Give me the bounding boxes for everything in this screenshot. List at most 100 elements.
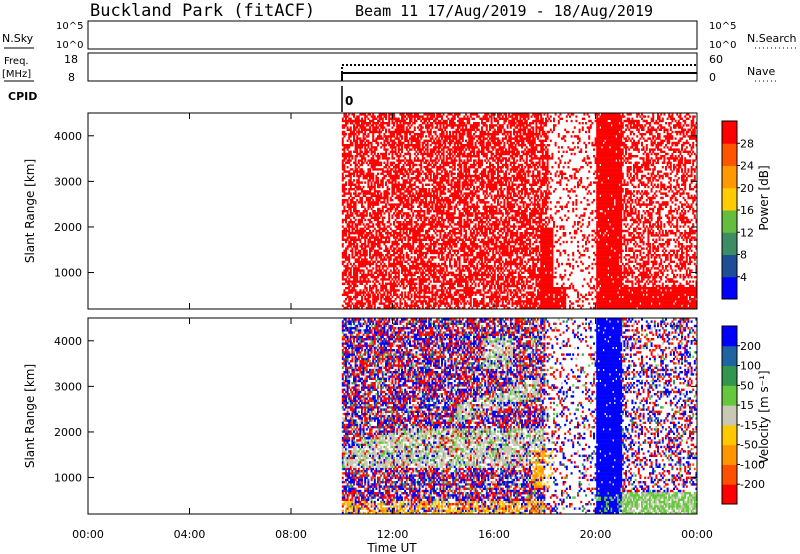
data-cell — [433, 199, 435, 201]
data-cell — [454, 230, 456, 232]
data-cell — [358, 184, 360, 186]
data-cell — [374, 261, 376, 263]
data-cell — [425, 199, 427, 201]
data-cell — [444, 206, 446, 208]
data-cell — [412, 201, 414, 203]
data-cell — [451, 157, 453, 159]
data-cell — [427, 146, 429, 148]
data-cell — [468, 236, 470, 238]
data-cell — [454, 115, 456, 117]
data-cell — [478, 232, 480, 234]
data-cell — [465, 126, 467, 128]
data-cell — [401, 146, 403, 148]
data-cell — [343, 206, 345, 208]
data-cell — [436, 234, 438, 236]
data-cell — [395, 278, 397, 280]
data-cell — [351, 247, 353, 249]
data-cell — [417, 157, 419, 159]
data-cell — [342, 179, 344, 181]
data-cell — [468, 188, 470, 190]
data-cell — [470, 272, 472, 274]
data-cell — [387, 137, 389, 139]
data-cell — [363, 186, 365, 188]
data-cell — [435, 300, 437, 302]
data-cell — [467, 252, 469, 254]
data-cell — [414, 184, 416, 186]
data-cell — [430, 192, 432, 194]
data-cell — [387, 230, 389, 232]
data-cell — [468, 118, 470, 120]
data-cell — [398, 164, 400, 166]
data-cell — [404, 291, 406, 293]
data-cell — [479, 291, 481, 293]
data-cell — [420, 137, 422, 139]
data-cell — [462, 188, 464, 190]
data-cell — [343, 208, 345, 210]
data-cell — [455, 245, 457, 247]
data-cell — [350, 151, 352, 153]
data-cell — [409, 181, 411, 183]
data-cell — [459, 162, 461, 164]
data-cell — [447, 175, 449, 177]
data-cell — [483, 250, 485, 252]
data-cell — [375, 256, 377, 258]
data-cell — [361, 199, 363, 201]
data-cell — [478, 283, 480, 285]
data-cell — [374, 302, 376, 304]
data-cell — [367, 223, 369, 225]
data-cell — [375, 129, 377, 131]
data-cell — [470, 201, 472, 203]
data-cell — [483, 302, 485, 304]
data-cell — [401, 296, 403, 298]
data-cell — [345, 252, 347, 254]
data-cell — [380, 300, 382, 302]
data-cell — [366, 212, 368, 214]
site-title: Buckland Park (fitACF) — [90, 1, 315, 21]
data-cell — [459, 210, 461, 212]
data-cell — [449, 151, 451, 153]
data-cell — [439, 140, 441, 142]
data-cell — [364, 278, 366, 280]
data-cell — [449, 203, 451, 205]
data-cell — [438, 278, 440, 280]
freq-label-line2: [MHz] — [2, 69, 31, 80]
data-cell — [356, 225, 358, 227]
data-cell — [439, 280, 441, 282]
data-cell — [436, 135, 438, 137]
data-cell — [467, 177, 469, 179]
data-cell — [419, 179, 421, 181]
data-cell — [396, 153, 398, 155]
data-cell — [439, 195, 441, 197]
data-cell — [451, 247, 453, 249]
data-cell — [454, 234, 456, 236]
data-cell — [407, 212, 409, 214]
data-cell — [348, 146, 350, 148]
data-cell — [430, 267, 432, 269]
data-cell — [393, 144, 395, 146]
data-cell — [403, 192, 405, 194]
data-cell — [369, 126, 371, 128]
data-cell — [473, 162, 475, 164]
data-cell — [454, 188, 456, 190]
data-cell — [374, 241, 376, 243]
data-cell — [388, 124, 390, 126]
data-cell — [470, 115, 472, 117]
data-cell — [455, 265, 457, 267]
data-cell — [414, 153, 416, 155]
data-cell — [361, 300, 363, 302]
data-cell — [428, 258, 430, 260]
data-cell — [473, 230, 475, 232]
data-cell — [350, 263, 352, 265]
data-cell — [436, 162, 438, 164]
data-cell — [353, 197, 355, 199]
data-cell — [436, 118, 438, 120]
data-cell — [372, 120, 374, 122]
data-cell — [457, 302, 459, 304]
data-cell — [462, 212, 464, 214]
data-cell — [342, 245, 344, 247]
data-cell — [435, 305, 437, 307]
data-cell — [444, 272, 446, 274]
data-cell — [407, 201, 409, 203]
data-cell — [443, 280, 445, 282]
data-cell — [468, 210, 470, 212]
